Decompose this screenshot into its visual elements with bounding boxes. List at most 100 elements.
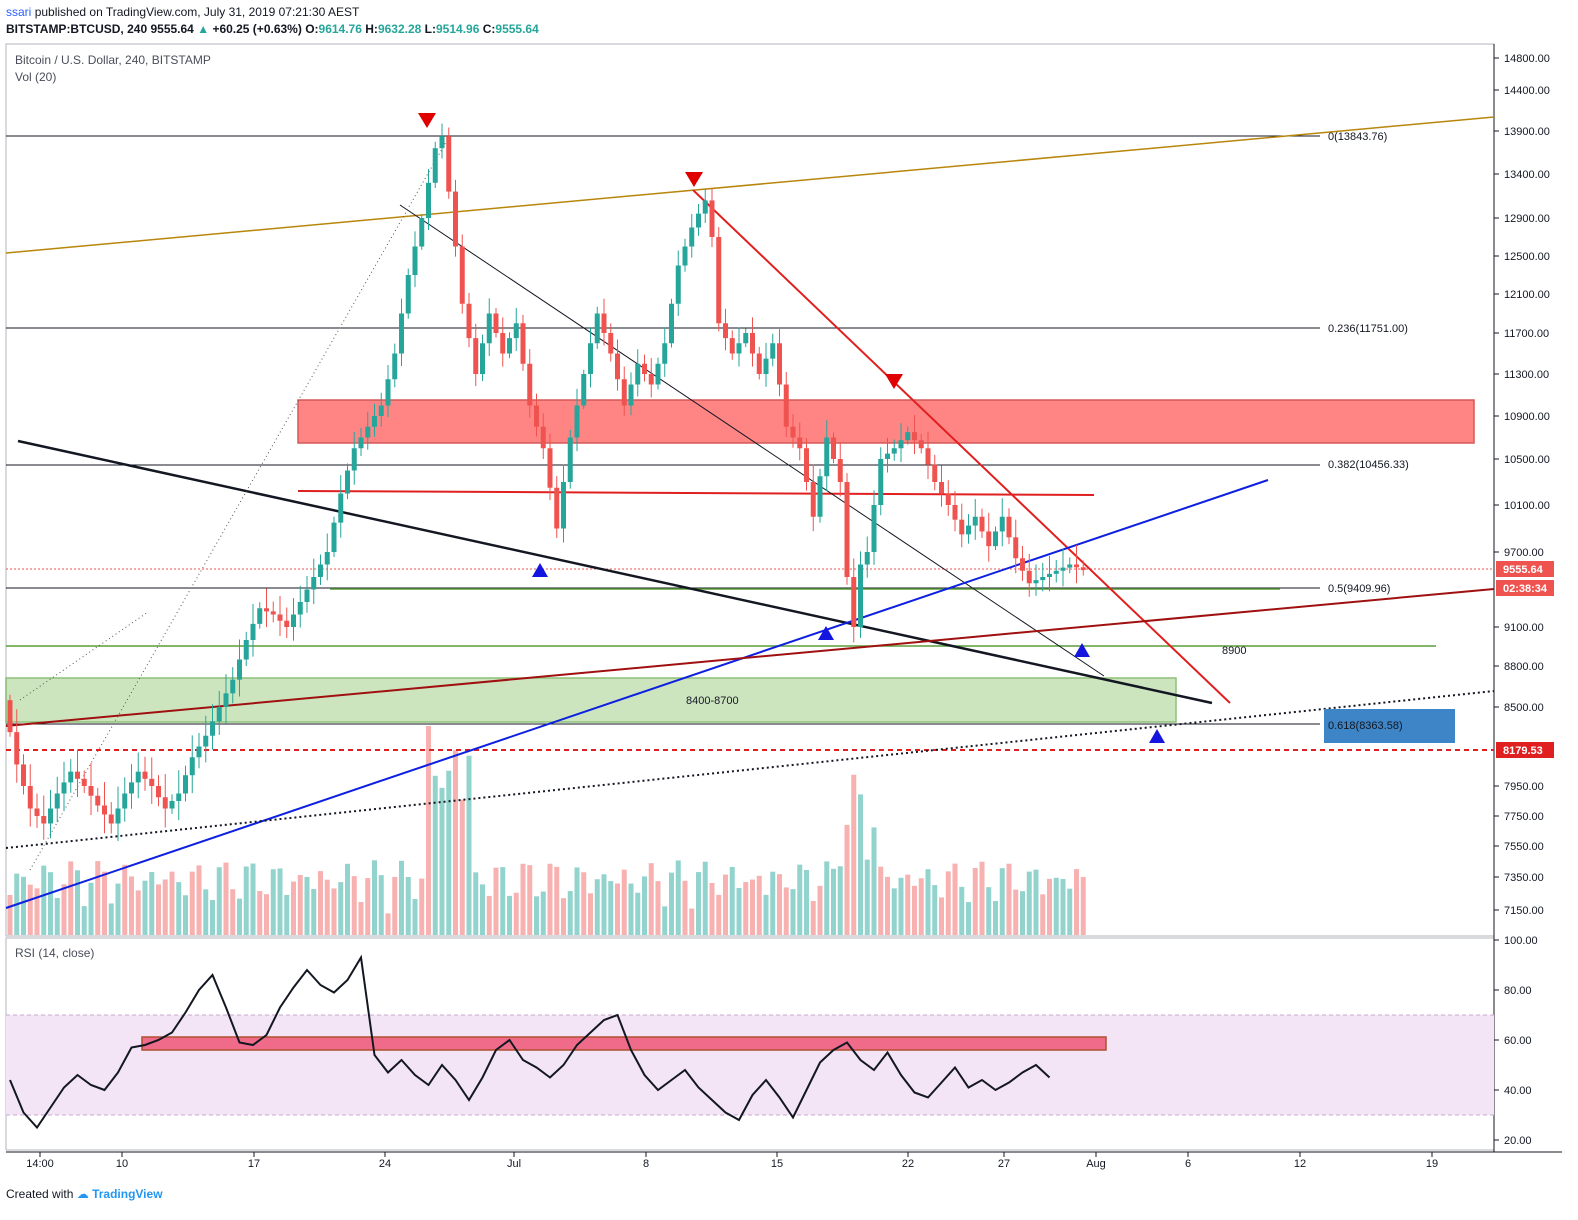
- time-tick-label: 6: [1185, 1158, 1191, 1170]
- footer-brand[interactable]: TradingView: [92, 1187, 163, 1201]
- publisher-user[interactable]: ssari: [6, 5, 32, 19]
- price-tick-label: 13400.00: [1504, 169, 1550, 181]
- candle-body: [129, 782, 134, 794]
- time-tick-label: 10: [116, 1158, 128, 1170]
- fib-label-05: 0.5(9409.96): [1328, 583, 1390, 595]
- candle-body: [27, 786, 33, 809]
- time-axis[interactable]: 14:00 10 17 24 Jul 8 15 22 27 Aug 6 12 19: [26, 1152, 1438, 1170]
- time-tick-label: 8: [643, 1158, 649, 1170]
- volume-bar: [399, 860, 404, 935]
- volume-bar: [567, 891, 573, 935]
- volume-bar: [372, 860, 377, 935]
- down-triangle-icon: [885, 374, 903, 389]
- volume-bar: [561, 898, 566, 935]
- candle-body: [473, 338, 479, 374]
- volume-bar: [412, 899, 418, 935]
- volume-bar: [480, 884, 485, 935]
- candle-body: [284, 620, 290, 627]
- volume-bar: [804, 869, 809, 935]
- volume-bar: [75, 870, 80, 935]
- candle-body: [304, 589, 310, 602]
- candle-body: [162, 797, 168, 809]
- candle-body: [88, 786, 94, 796]
- volume-bar: [466, 755, 472, 935]
- tradingview-logo-icon: ☁: [76, 1187, 89, 1201]
- last-price: 9555.64: [150, 22, 194, 36]
- candle-body: [432, 148, 438, 183]
- candle-body: [1060, 567, 1066, 571]
- volume-bar: [405, 876, 411, 935]
- volume-bar: [162, 879, 168, 935]
- volume-bar: [345, 863, 350, 935]
- volume-bar: [432, 775, 438, 935]
- candle-body: [547, 448, 553, 488]
- candle-body: [223, 693, 229, 707]
- candle-body: [945, 493, 951, 505]
- rsi-resistance-box: [141, 1036, 1107, 1051]
- volume-bar: [108, 903, 114, 935]
- chart-canvas[interactable]: 0(13843.76) 0.236(11751.00) 0.382(10456.…: [0, 0, 1578, 1180]
- candle-body: [648, 374, 654, 385]
- candle-body: [628, 384, 634, 406]
- volume-bar: [581, 872, 587, 935]
- volume-bar: [351, 876, 357, 935]
- candle-body: [831, 437, 836, 459]
- rsi-axis[interactable]: 100.00 80.00 60.00 40.00 20.00: [1494, 935, 1538, 1147]
- publisher-text: published on TradingView.com, July 31, 2…: [34, 5, 360, 19]
- candle-body: [250, 623, 256, 640]
- volume-bar: [966, 902, 971, 935]
- volume-bar: [817, 885, 823, 935]
- rsi-tick-label: 60.00: [1504, 1035, 1532, 1047]
- volume-bar: [797, 864, 803, 935]
- candle-body: [979, 516, 985, 532]
- volume-bar: [81, 906, 87, 935]
- symbol-info-bar: BITSTAMP:BTCUSD, 240 9555.64 ▲ +60.25 (+…: [6, 22, 539, 36]
- volume-bar: [844, 824, 850, 935]
- volume-bar: [129, 876, 134, 935]
- volume-bar: [7, 895, 13, 935]
- price-axis[interactable]: 14800.00 14400.00 13900.00 13400.00 12900.00…: [1494, 53, 1550, 917]
- volume-bar: [540, 891, 546, 935]
- volume-bar: [210, 900, 215, 935]
- candle-body: [54, 793, 60, 809]
- candle-body: [486, 313, 492, 344]
- volume-bar: [648, 863, 654, 935]
- blue-trendline: [5, 479, 1269, 909]
- candle-body: [453, 191, 458, 247]
- candle-body: [696, 213, 701, 228]
- symbol-label[interactable]: BITSTAMP:BTCUSD, 240: [6, 22, 148, 36]
- volume-bar: [986, 887, 992, 935]
- time-tick-label: 14:00: [26, 1158, 54, 1170]
- candle-body: [797, 437, 803, 449]
- volume-bar: [216, 867, 222, 935]
- volume-bar: [486, 895, 492, 935]
- candle-body: [844, 482, 850, 577]
- volume-bar: [473, 872, 479, 935]
- volume-bar: [223, 862, 229, 935]
- volume-bar: [196, 865, 202, 935]
- candle-body: [169, 801, 175, 809]
- candle-body: [912, 432, 917, 441]
- volume-bar: [574, 867, 580, 935]
- last-price-badge-text: 9555.64: [1503, 564, 1544, 576]
- volume-bar: [291, 881, 296, 935]
- candle-body: [75, 771, 80, 779]
- volume-bar: [615, 883, 620, 935]
- candle-body: [554, 487, 560, 529]
- volume-bar: [736, 887, 742, 935]
- volume-bar: [527, 865, 533, 935]
- rsi-tick-label: 40.00: [1504, 1085, 1532, 1097]
- volume-bar: [1080, 877, 1086, 935]
- volume-bar: [885, 876, 890, 935]
- publish-info: ssari published on TradingView.com, July…: [6, 5, 359, 19]
- volume-bar: [534, 896, 539, 935]
- rsi-tick-label: 20.00: [1504, 1135, 1532, 1147]
- candle-body: [439, 136, 445, 149]
- volume-bar: [513, 892, 519, 935]
- volume-bar: [446, 770, 452, 935]
- volume-bar: [1026, 871, 1032, 935]
- candle-body: [385, 379, 391, 406]
- volume-bar: [588, 893, 593, 935]
- volume-bar: [230, 889, 236, 935]
- volume-bar: [709, 883, 715, 935]
